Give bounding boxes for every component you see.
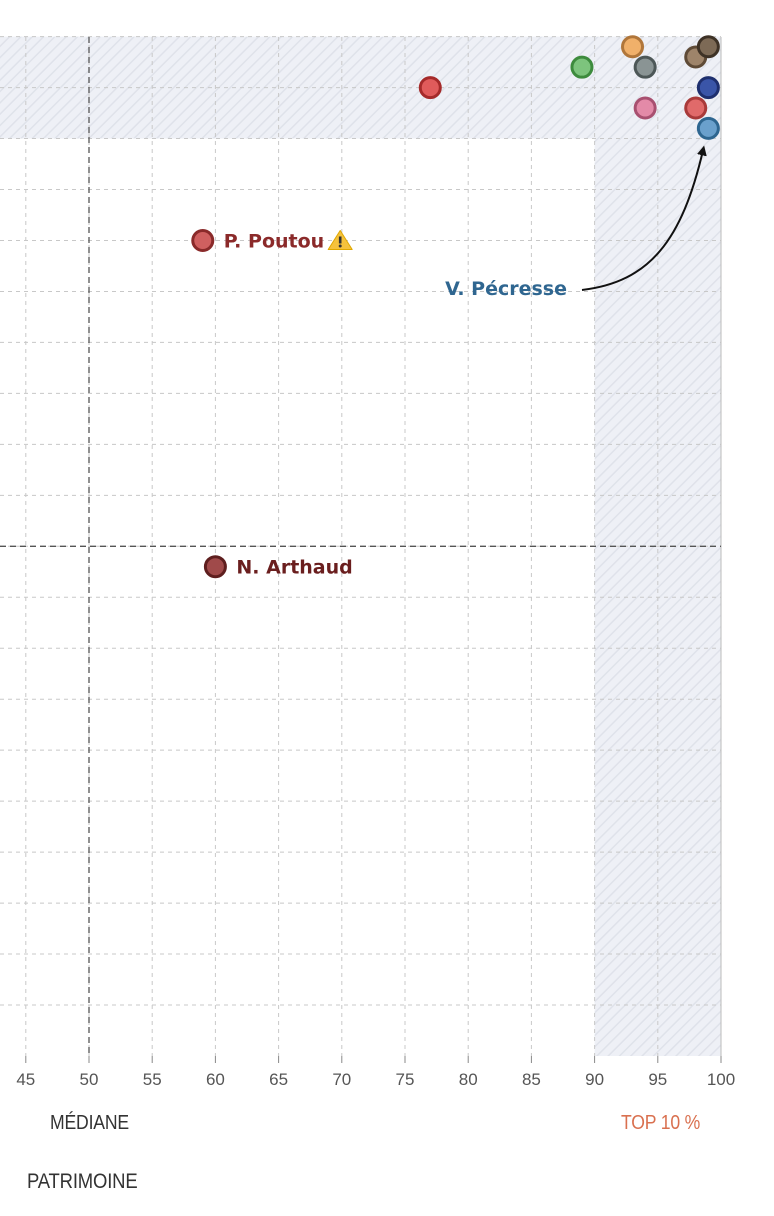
warning-mark-bar xyxy=(338,236,342,244)
data-points xyxy=(191,35,720,579)
data-point xyxy=(684,96,708,120)
point-label: P. Poutou xyxy=(224,230,324,252)
label-arrow xyxy=(581,145,707,291)
x-tick-label: 80 xyxy=(459,1070,478,1089)
data-point xyxy=(633,96,657,120)
data-point xyxy=(696,35,720,59)
x-tick-label: 65 xyxy=(269,1070,288,1089)
x-tick-label: 50 xyxy=(80,1070,99,1089)
warning-mark-dot xyxy=(338,244,342,248)
x-tick-label: 55 xyxy=(143,1070,162,1089)
x-tick-label: 70 xyxy=(332,1070,351,1089)
x-tick-label: 45 xyxy=(16,1070,35,1089)
x-tick-label: 95 xyxy=(648,1070,667,1089)
grid xyxy=(0,36,722,1056)
top10-label: TOP 10 % xyxy=(621,1112,701,1134)
data-point xyxy=(418,76,442,100)
x-tick-label: 100 xyxy=(707,1070,735,1089)
data-point xyxy=(570,55,594,79)
x-axis-title: PATRIMOINE xyxy=(27,1170,138,1193)
point-labels: V. Pécresse P. Poutou N. Arthaud xyxy=(224,145,707,579)
x-tick-label: 60 xyxy=(206,1070,225,1089)
x-tick-label: 85 xyxy=(522,1070,541,1089)
label-v-pecresse: V. Pécresse xyxy=(445,278,567,300)
data-point xyxy=(203,555,227,579)
point-label: N. Arthaud xyxy=(236,557,352,579)
reference-lines xyxy=(0,37,721,1056)
data-point xyxy=(621,35,645,59)
data-point xyxy=(696,76,720,100)
median-label: MÉDIANE xyxy=(50,1112,129,1134)
warning-icon xyxy=(327,229,353,250)
data-point xyxy=(191,228,215,252)
x-axis-ticks: 45 50 55 60 65 70 75 80 85 90 95 100 xyxy=(16,1056,735,1089)
data-point xyxy=(633,55,657,79)
data-point xyxy=(696,116,720,140)
x-tick-label: 75 xyxy=(396,1070,415,1089)
x-tick-label: 90 xyxy=(585,1070,604,1089)
